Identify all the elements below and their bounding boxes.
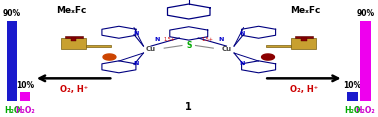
Text: MeₓFc: MeₓFc — [291, 6, 321, 15]
Text: N: N — [133, 31, 139, 37]
Bar — [266, 45, 291, 47]
Text: N: N — [133, 61, 139, 66]
Bar — [347, 92, 358, 101]
Bar — [71, 38, 76, 41]
Text: Cu: Cu — [222, 46, 232, 52]
Text: 1.5+: 1.5+ — [202, 37, 214, 42]
Bar — [291, 38, 316, 49]
Text: N: N — [154, 37, 160, 42]
Text: 90%: 90% — [3, 9, 21, 18]
Text: N: N — [239, 61, 244, 66]
Polygon shape — [262, 54, 274, 60]
Text: MeₓFc: MeₓFc — [57, 6, 87, 15]
Text: O₂, H⁺: O₂, H⁺ — [290, 85, 318, 94]
Text: Cu: Cu — [146, 46, 156, 52]
Polygon shape — [103, 54, 116, 60]
Bar — [295, 36, 313, 38]
Bar — [301, 38, 307, 41]
Text: O₂, H⁺: O₂, H⁺ — [60, 85, 88, 94]
Text: H₂O₂: H₂O₂ — [356, 106, 375, 115]
Bar — [7, 20, 17, 101]
Bar — [61, 38, 86, 49]
Bar — [360, 20, 371, 101]
Bar — [65, 36, 82, 38]
Text: S: S — [186, 41, 191, 50]
Text: N: N — [239, 31, 244, 37]
Text: 1.5+: 1.5+ — [164, 37, 176, 42]
Text: 90%: 90% — [356, 9, 375, 18]
Text: H₂O: H₂O — [344, 106, 361, 115]
Text: 10%: 10% — [16, 81, 34, 90]
Text: 1: 1 — [185, 102, 192, 112]
Text: 10%: 10% — [344, 81, 362, 90]
Bar — [20, 92, 30, 101]
Text: H₂O₂: H₂O₂ — [15, 106, 35, 115]
Bar — [86, 45, 111, 47]
Text: H₂O: H₂O — [4, 106, 20, 115]
Text: N: N — [218, 37, 223, 42]
